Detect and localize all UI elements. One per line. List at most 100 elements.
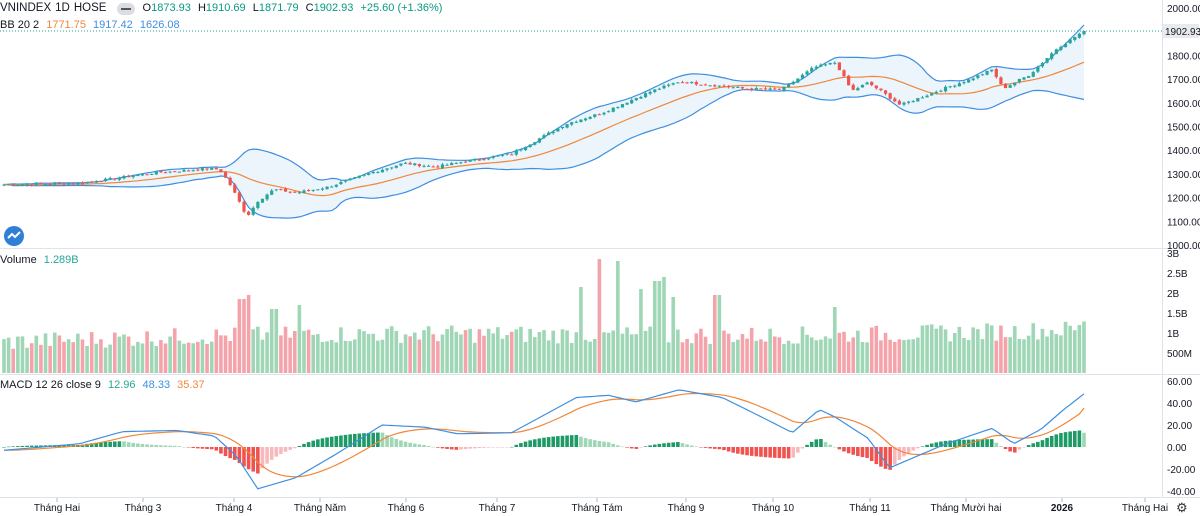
candle	[330, 186, 334, 188]
volume-bar	[496, 327, 500, 373]
volume-bar	[731, 341, 736, 373]
volume-bar	[445, 329, 449, 373]
candle	[690, 81, 694, 84]
bb-basis-value: 1771.75	[46, 19, 86, 31]
volume-bar	[523, 341, 528, 373]
candle	[717, 85, 721, 87]
macd-hist-bar	[671, 442, 676, 447]
macd-hist-bar	[94, 442, 99, 447]
volume-bar	[436, 341, 440, 373]
macd-hist-bar	[131, 442, 136, 447]
candle	[616, 106, 620, 108]
volume-bar	[163, 343, 168, 373]
candle	[265, 194, 269, 200]
volume-bar	[440, 334, 445, 373]
volume-bar	[643, 330, 648, 373]
macd-hist-bar	[329, 436, 334, 447]
candle	[251, 207, 255, 215]
candle	[399, 163, 403, 166]
symbol-label[interactable]: VNINDEX	[0, 2, 52, 14]
candle	[731, 87, 735, 89]
volume-bar	[606, 332, 611, 373]
volume-bar	[514, 329, 519, 373]
time-axis-label: Tháng 6	[388, 503, 425, 514]
volume-bar	[648, 326, 652, 373]
collapse-legend-button[interactable]	[117, 3, 135, 15]
macd-hist-bar	[482, 447, 486, 448]
candle	[653, 89, 657, 92]
candle	[219, 169, 223, 172]
volume-bar	[768, 328, 772, 373]
volume-bar	[828, 338, 832, 373]
volume-bar	[957, 326, 962, 373]
volume-label[interactable]: Volume	[0, 254, 37, 266]
candle	[800, 74, 805, 79]
macd-hist-bar	[689, 445, 694, 447]
volume-bar	[362, 331, 366, 373]
macd-hist-bar	[985, 439, 989, 447]
macd-hist-bar	[385, 435, 389, 447]
volume-bar	[449, 325, 454, 373]
candle	[662, 85, 666, 89]
macd-hist-bar	[103, 442, 108, 447]
candle	[787, 83, 791, 88]
candle	[1031, 72, 1035, 77]
candle	[53, 183, 57, 185]
macd-hist-bar	[694, 446, 699, 447]
candle	[865, 82, 869, 85]
candle	[620, 104, 625, 108]
macd-hist-bar	[952, 440, 957, 447]
macd-hist-bar	[832, 446, 837, 448]
candle	[316, 189, 320, 191]
macd-hist-bar	[34, 445, 39, 447]
macd-hist-bar	[976, 439, 980, 447]
interval-label[interactable]: 1D	[55, 2, 70, 14]
candle	[459, 162, 463, 164]
volume-bar	[228, 341, 232, 373]
volume-bar	[2, 339, 6, 373]
macd-label[interactable]: MACD 12 26 close 9	[0, 379, 101, 391]
volume-bar	[237, 299, 242, 373]
volume-bar	[639, 289, 643, 373]
price-axis-tick: 1000.00	[1167, 241, 1200, 252]
bb-label[interactable]: BB 20 2	[0, 19, 40, 31]
candle	[1059, 46, 1063, 50]
candle	[570, 122, 574, 125]
candle	[11, 184, 15, 186]
macd-hist-bar	[449, 447, 454, 450]
macd-hist-bar	[809, 441, 814, 447]
price-legend: VNINDEX 1D HOSE O1873.93 H1910.69 L1871.79…	[0, 2, 446, 14]
volume-value: 1.289B	[43, 254, 79, 266]
macd-hist-bar	[869, 447, 874, 461]
macd-hist-bar	[168, 445, 172, 447]
candle	[962, 82, 966, 84]
macd-hist-bar	[320, 438, 325, 447]
macd-hist-bar	[634, 447, 639, 449]
tradingview-logo-icon[interactable]	[4, 226, 24, 246]
gear-icon[interactable]: ⚙	[1176, 500, 1188, 515]
macd-hist-bar	[814, 439, 819, 447]
volume-bar	[694, 333, 699, 373]
macd-hist-bar	[366, 432, 371, 447]
macd-hist-bar	[99, 442, 103, 447]
candle	[833, 62, 837, 64]
macd-hist-bar	[325, 437, 329, 447]
volume-bar	[357, 329, 362, 373]
candle	[288, 191, 292, 193]
candle	[856, 88, 860, 91]
candle	[67, 183, 71, 185]
volume-bar	[477, 329, 482, 373]
volume-bar	[297, 305, 302, 373]
macd-hist-bar	[149, 444, 154, 447]
volume-bar	[592, 338, 597, 373]
macd-hist-bar	[311, 440, 316, 447]
candle	[519, 149, 523, 151]
volume-bar	[726, 333, 731, 373]
macd-hist-bar	[468, 447, 472, 449]
macd-hist-bar	[851, 447, 856, 455]
macd-hist-bar	[1054, 434, 1059, 447]
exchange-label: HOSE	[73, 2, 107, 14]
volume-bar	[269, 309, 274, 373]
macd-hist-bar	[643, 446, 648, 447]
